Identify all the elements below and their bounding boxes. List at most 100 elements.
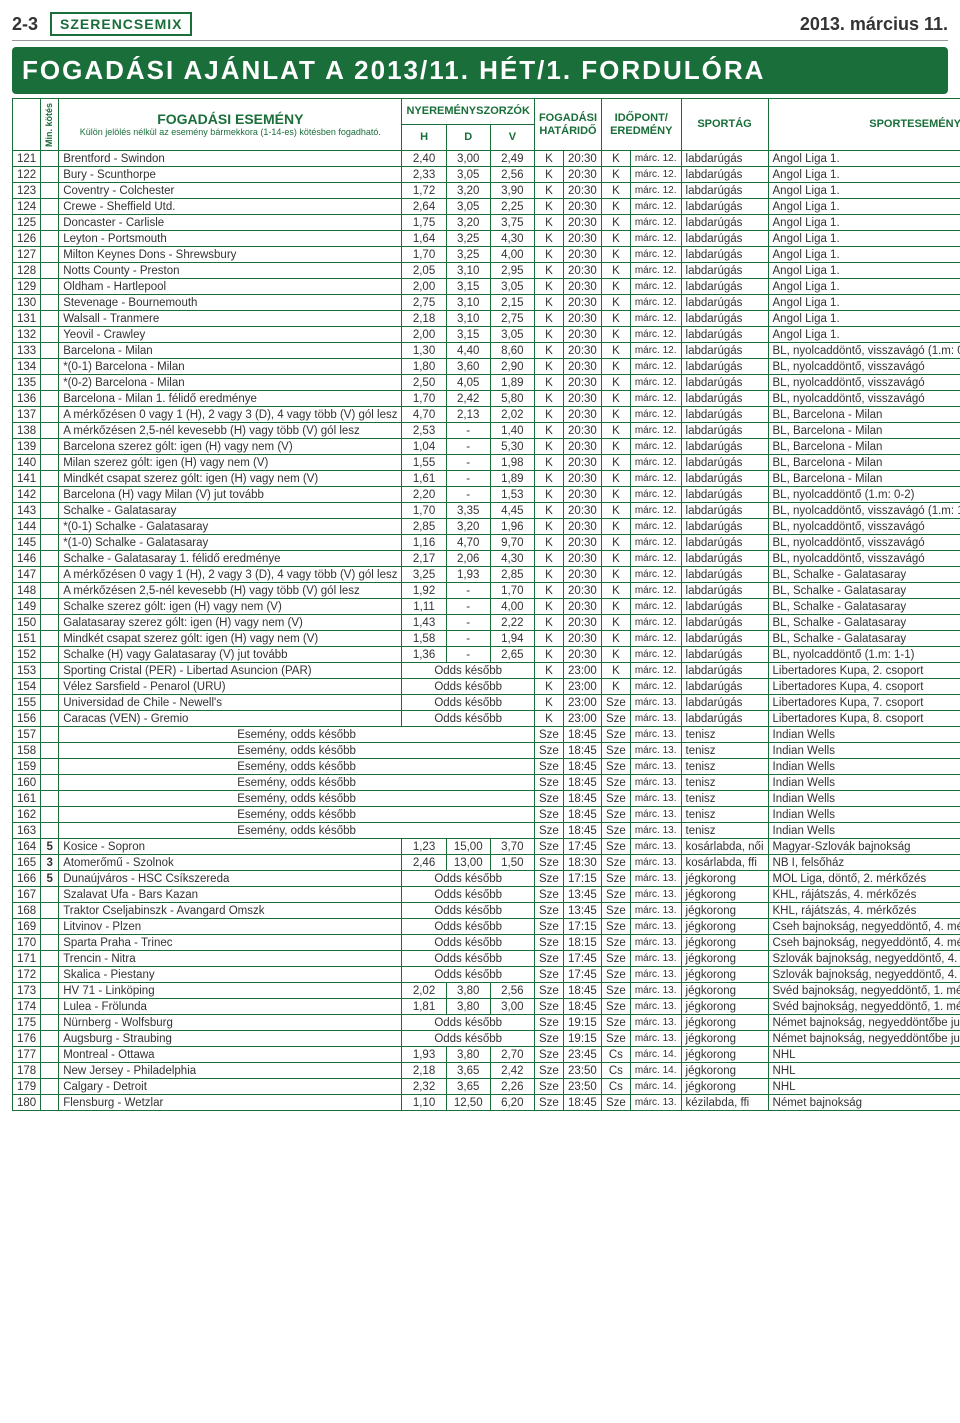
row-result-date: márc. 12. xyxy=(630,311,681,327)
row-deadline-day: Sze xyxy=(534,983,563,999)
row-competition: Angol Liga 1. xyxy=(768,183,960,199)
table-header: Min. kötés FOGADÁSI ESEMÉNY Külön jelölé… xyxy=(13,99,960,151)
row-event-odds-merged: Esemény, odds később xyxy=(59,823,535,839)
row-odds-merged: Odds később xyxy=(402,679,534,695)
row-result-date: márc. 14. xyxy=(630,1047,681,1063)
row-competition: BL, nyolcaddöntő, visszavágó xyxy=(768,359,960,375)
row-sport: labdarúgás xyxy=(681,599,768,615)
row-sport: tenisz xyxy=(681,727,768,743)
table-row: 139 Barcelona szerez gólt: igen (H) vagy … xyxy=(13,439,960,455)
row-sport: jégkorong xyxy=(681,903,768,919)
betting-table: Min. kötés FOGADÁSI ESEMÉNY Külön jelölé… xyxy=(12,98,960,1111)
row-result-day: Sze xyxy=(602,711,631,727)
row-min xyxy=(41,183,59,199)
row-deadline-day: K xyxy=(534,423,563,439)
row-number: 178 xyxy=(13,1063,41,1079)
row-result-day: K xyxy=(602,215,631,231)
col-deadline: FOGADÁSI HATÁRIDŐ xyxy=(534,99,601,151)
row-odds-merged: Odds később xyxy=(402,967,534,983)
row-min xyxy=(41,1047,59,1063)
row-result-day: K xyxy=(602,407,631,423)
row-odd-h: 1,36 xyxy=(402,647,446,663)
row-number: 169 xyxy=(13,919,41,935)
row-competition: Angol Liga 1. xyxy=(768,199,960,215)
row-sport: labdarúgás xyxy=(681,471,768,487)
row-odd-d: 3,20 xyxy=(446,519,490,535)
row-odd-v: 3,90 xyxy=(490,183,534,199)
row-odd-v: 2,90 xyxy=(490,359,534,375)
row-odd-h: 3,25 xyxy=(402,567,446,583)
row-deadline-day: Sze xyxy=(534,807,563,823)
table-row: 130Stevenage - Bournemouth2,753,102,15K2… xyxy=(13,295,960,311)
row-result-day: Sze xyxy=(602,855,631,871)
row-odd-h: 1,10 xyxy=(402,1095,446,1111)
row-competition: BL, nyolcaddöntő, visszavágó xyxy=(768,391,960,407)
row-odd-v: 6,20 xyxy=(490,1095,534,1111)
row-min xyxy=(41,999,59,1015)
row-result-date: márc. 12. xyxy=(630,503,681,519)
row-min xyxy=(41,343,59,359)
row-deadline-day: K xyxy=(534,391,563,407)
row-competition: BL, Schalke - Galatasaray xyxy=(768,567,960,583)
row-odd-d: 3,15 xyxy=(446,279,490,295)
row-deadline-day: K xyxy=(534,359,563,375)
row-odd-h: 1,64 xyxy=(402,231,446,247)
row-number: 153 xyxy=(13,663,41,679)
row-odd-h: 1,80 xyxy=(402,359,446,375)
row-min xyxy=(41,631,59,647)
row-competition: Angol Liga 1. xyxy=(768,151,960,167)
row-sport: labdarúgás xyxy=(681,215,768,231)
row-odd-v: 1,98 xyxy=(490,455,534,471)
row-event: Barcelona szerez gólt: igen (H) vagy nem… xyxy=(59,439,402,455)
row-result-day: Sze xyxy=(602,727,631,743)
table-row: 151Mindkét csapat szerez gólt: igen (H) … xyxy=(13,631,960,647)
table-row: 159Esemény, odds későbbSze18:45Szemárc. … xyxy=(13,759,960,775)
row-sport: labdarúgás xyxy=(681,679,768,695)
row-competition: Magyar-Szlovák bajnokság xyxy=(768,839,960,855)
row-deadline-day: K xyxy=(534,279,563,295)
table-row: 135*(0-2) Barcelona - Milan2,504,051,89K… xyxy=(13,375,960,391)
row-sport: labdarúgás xyxy=(681,263,768,279)
table-row: 161Esemény, odds későbbSze18:45Szemárc. … xyxy=(13,791,960,807)
row-min xyxy=(41,551,59,567)
row-competition: NHL xyxy=(768,1079,960,1095)
row-result-date: márc. 12. xyxy=(630,519,681,535)
row-result-date: márc. 12. xyxy=(630,535,681,551)
row-odd-h: 2,40 xyxy=(402,151,446,167)
row-number: 139 xyxy=(13,439,41,455)
row-event: Litvinov - Plzen xyxy=(59,919,402,935)
row-event: Kosice - Sopron xyxy=(59,839,402,855)
row-odd-d: 3,80 xyxy=(446,983,490,999)
row-result-date: márc. 13. xyxy=(630,743,681,759)
row-result-day: K xyxy=(602,551,631,567)
row-result-date: márc. 13. xyxy=(630,775,681,791)
table-row: 175Nürnberg - WolfsburgOdds későbbSze19:… xyxy=(13,1015,960,1031)
row-result-date: márc. 13. xyxy=(630,855,681,871)
row-result-day: K xyxy=(602,471,631,487)
row-deadline-time: 20:30 xyxy=(563,631,601,647)
row-sport: labdarúgás xyxy=(681,503,768,519)
row-result-day: Sze xyxy=(602,695,631,711)
top-bar: 2-3 SZERENCSEMIX 2013. március 11. xyxy=(12,8,948,41)
row-result-date: márc. 12. xyxy=(630,183,681,199)
row-deadline-day: K xyxy=(534,263,563,279)
row-competition: Német bajnokság, negyeddöntőbe jutásért,… xyxy=(768,1015,960,1031)
row-deadline-day: K xyxy=(534,551,563,567)
row-odd-v: 1,96 xyxy=(490,519,534,535)
row-result-day: K xyxy=(602,343,631,359)
col-min: Min. kötés xyxy=(45,101,54,149)
row-min xyxy=(41,695,59,711)
row-competition: BL, Barcelona - Milan xyxy=(768,439,960,455)
row-deadline-time: 20:30 xyxy=(563,519,601,535)
row-competition: MOL Liga, döntő, 2. mérkőzés xyxy=(768,871,960,887)
row-result-date: márc. 13. xyxy=(630,759,681,775)
row-result-date: márc. 12. xyxy=(630,583,681,599)
row-deadline-time: 20:30 xyxy=(563,407,601,423)
row-odd-h: 1,04 xyxy=(402,439,446,455)
row-deadline-time: 20:30 xyxy=(563,375,601,391)
row-deadline-time: 18:45 xyxy=(563,999,601,1015)
row-sport: kézilabda, ffi xyxy=(681,1095,768,1111)
table-row: 141Mindkét csapat szerez gólt: igen (H) … xyxy=(13,471,960,487)
row-number: 144 xyxy=(13,519,41,535)
row-result-day: K xyxy=(602,439,631,455)
